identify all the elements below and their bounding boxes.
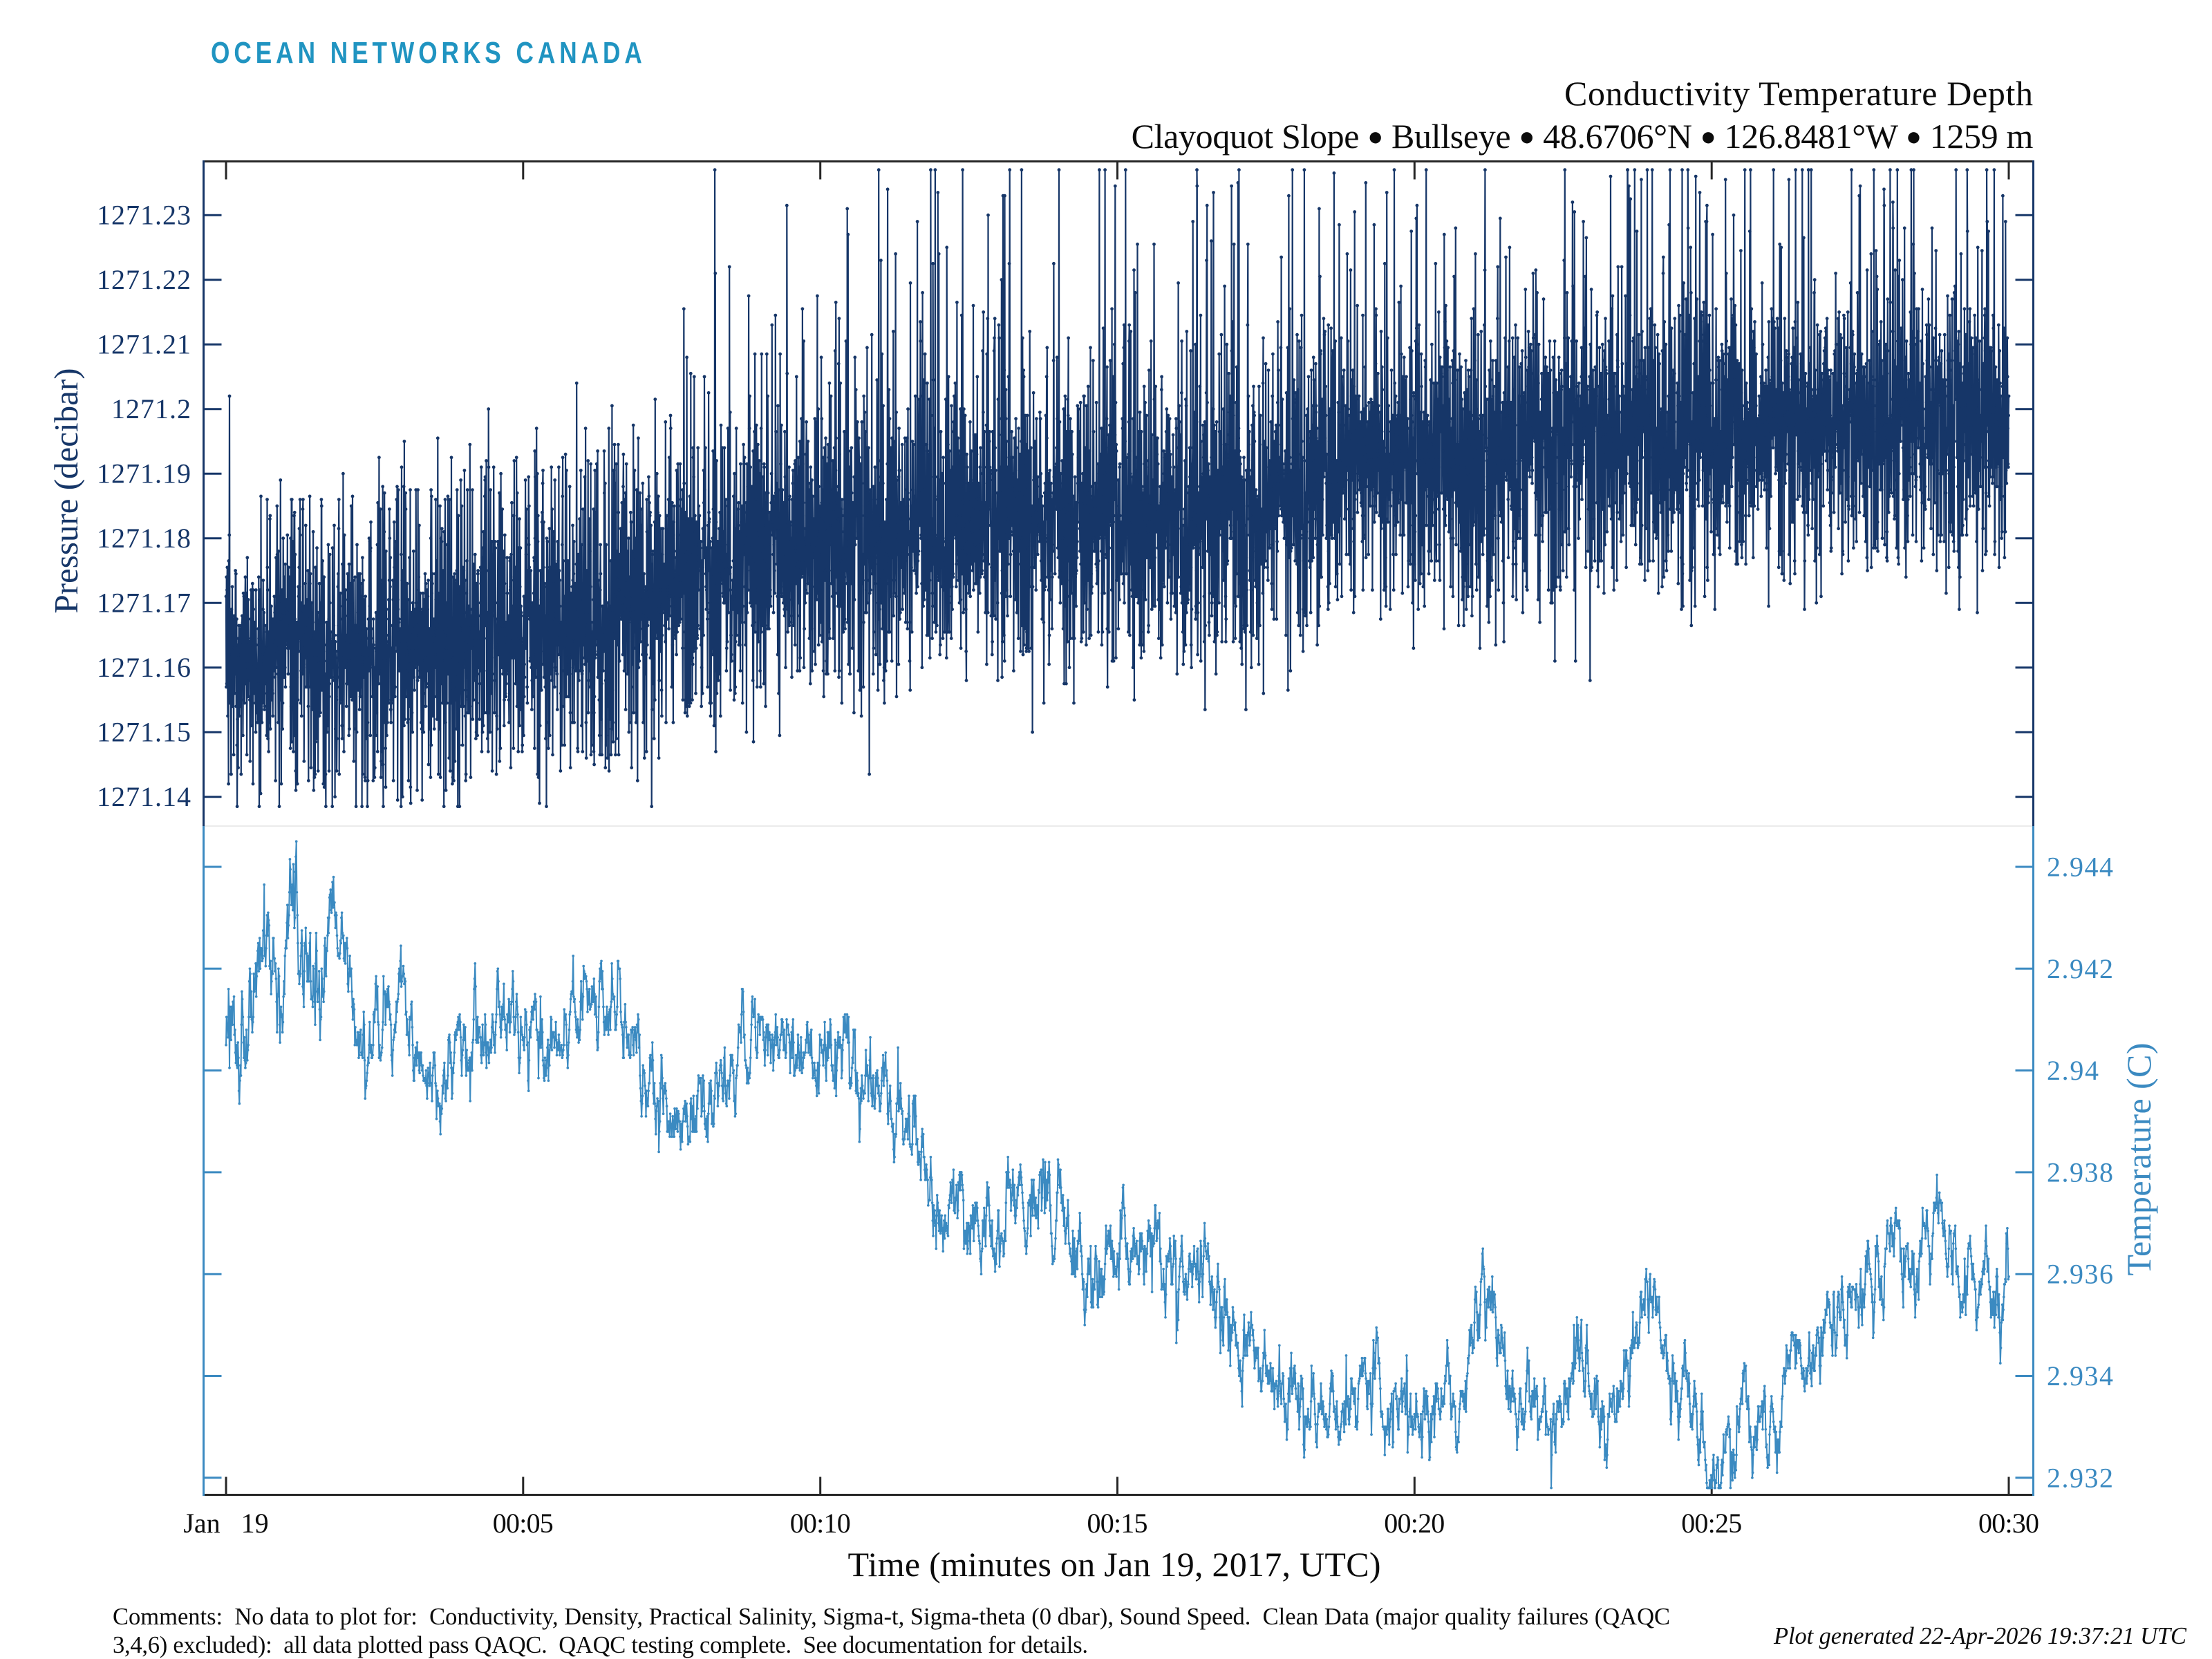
svg-text:Clayoquot Slope ● Bullseye ● 4: Clayoquot Slope ● Bullseye ● 48.6706°N ●… [1132, 117, 2034, 156]
svg-text:2.938: 2.938 [2047, 1156, 2113, 1188]
svg-text:Jan 19: Jan 19 [183, 1508, 268, 1539]
svg-text:2.934: 2.934 [2047, 1360, 2113, 1391]
svg-text:1271.16: 1271.16 [97, 652, 191, 683]
svg-text:00:05: 00:05 [493, 1508, 554, 1539]
svg-text:1271.18: 1271.18 [97, 523, 191, 554]
svg-text:2.944: 2.944 [2047, 852, 2113, 883]
svg-text:1271.23: 1271.23 [97, 200, 191, 231]
svg-text:1271.14: 1271.14 [97, 781, 191, 812]
svg-text:1271.21: 1271.21 [97, 329, 191, 360]
svg-text:00:10: 00:10 [790, 1508, 851, 1539]
svg-text:Plot generated 22-Apr-2026 19:: Plot generated 22-Apr-2026 19:37:21 UTC [1773, 1623, 2187, 1649]
svg-text:Pressure (decibar): Pressure (decibar) [47, 368, 85, 613]
svg-text:00:15: 00:15 [1087, 1508, 1148, 1539]
svg-text:Temperature (C): Temperature (C) [2119, 1043, 2158, 1276]
svg-text:00:30: 00:30 [1978, 1508, 2039, 1539]
svg-text:2.936: 2.936 [2047, 1259, 2113, 1290]
svg-text:2.94: 2.94 [2047, 1055, 2099, 1086]
svg-text:2.942: 2.942 [2047, 953, 2113, 984]
svg-text:1271.22: 1271.22 [97, 264, 191, 295]
svg-text:1271.15: 1271.15 [97, 717, 191, 748]
svg-text:Time (minutes on Jan 19, 2017,: Time (minutes on Jan 19, 2017, UTC) [848, 1545, 1381, 1584]
svg-text:1271.2: 1271.2 [111, 393, 191, 424]
svg-text:Conductivity Temperature Depth: Conductivity Temperature Depth [1564, 74, 2033, 113]
svg-text:00:25: 00:25 [1681, 1508, 1742, 1539]
svg-text:OCEAN NETWORKS CANADA: OCEAN NETWORKS CANADA [211, 36, 646, 70]
svg-text:00:20: 00:20 [1384, 1508, 1445, 1539]
svg-text:2.932: 2.932 [2047, 1462, 2113, 1493]
svg-text:3,4,6) excluded): all data pl: 3,4,6) excluded): all data plotted pass … [113, 1632, 1088, 1658]
svg-text:1271.17: 1271.17 [97, 588, 191, 619]
svg-text:Comments: No data to plot for: Comments: No data to plot for: Conductiv… [113, 1604, 1670, 1630]
svg-text:1271.19: 1271.19 [97, 458, 191, 489]
